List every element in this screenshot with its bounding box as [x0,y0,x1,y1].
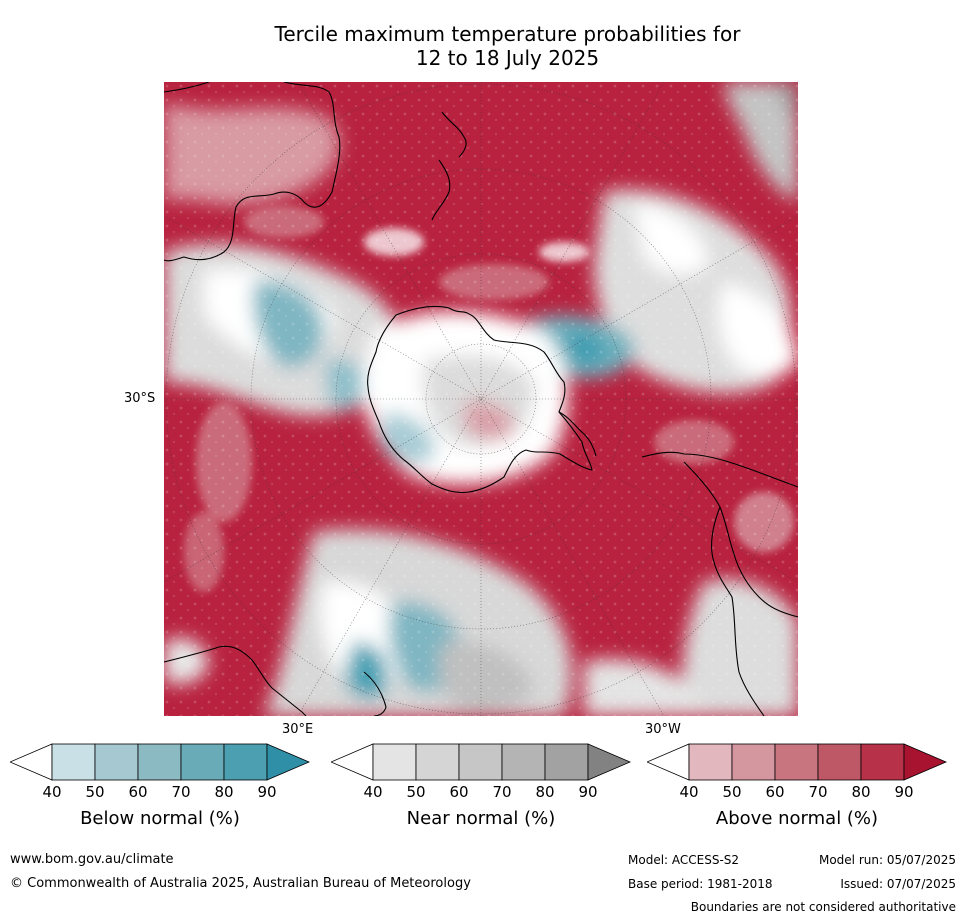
colorbar-tick-label: 40 [42,783,62,801]
new-zealand [431,111,467,221]
colorbar-segment [137,743,182,781]
colorbar-tick-label: 40 [679,783,699,801]
colorbar-min-arrow [8,743,53,781]
colorbar-segment [544,743,589,781]
colorbar-above-normal-svg [645,743,948,781]
colorbar-segment [51,743,96,781]
lon-30e-label: 30°E [282,722,314,737]
colorbar-segment [223,743,268,781]
above-normal-label: Above normal (%) [715,808,879,829]
antarctica-coast [367,305,593,494]
colorbar-tick-label: 80 [851,783,871,801]
colorbar-tick-label: 90 [894,783,914,801]
title-line-1: Tercile maximum temperature probabilitie… [274,22,741,46]
colorbar-segment [688,743,733,781]
colorbar-tick-label: 70 [492,783,512,801]
title-line-2: 12 to 18 July 2025 [415,46,600,70]
colorbar-segment [372,743,417,781]
graticule [164,82,798,716]
colorbar-tick-label: 60 [449,783,469,801]
colorbar-segment [94,743,139,781]
colorbar-max-arrow [266,743,311,781]
colorbar-above-normal [645,743,948,781]
colorbar-near-normal-svg [329,743,632,781]
colorbar-below-normal-svg [8,743,311,781]
australia-coast [164,82,341,262]
colorbar-tick-label: 80 [535,783,555,801]
colorbar-segment [817,743,862,781]
map-svg [164,82,798,716]
colorbar-segment [860,743,905,781]
lat-30s-label: 30°S [124,391,156,406]
colorbar-tick-label: 90 [578,783,598,801]
colorbar-tick-label: 70 [171,783,191,801]
colorbar-max-arrow [903,743,948,781]
colorbar-tick-label: 50 [85,783,105,801]
colorbar-tick-label: 50 [406,783,426,801]
colorbar-segment [731,743,776,781]
coastlines [164,82,798,716]
colorbar-tick-label: 50 [722,783,742,801]
below-normal-label: Below normal (%) [80,808,240,829]
copyright-notice: © Commonwealth of Australia 2025, Austra… [10,876,471,891]
colorbar-near-normal [329,743,632,781]
probability-map [164,82,798,716]
bom-website: www.bom.gov.au/climate [10,852,174,867]
colorbar-segment [774,743,819,781]
south-america-coast [641,451,798,716]
colorbar-segment [415,743,460,781]
colorbar-segment [458,743,503,781]
model-name: Model: ACCESS-S2 [628,853,740,867]
colorbar-max-arrow [587,743,632,781]
africa-coast [164,645,307,716]
base-period: Base period: 1981-2018 [628,877,773,891]
colorbar-tick-label: 40 [363,783,383,801]
colorbar-below-normal [8,743,311,781]
madagascar [363,671,387,716]
colorbar-min-arrow [645,743,690,781]
colorbar-tick-label: 70 [808,783,828,801]
colorbar-tick-label: 80 [214,783,234,801]
near-normal-label: Near normal (%) [406,808,556,829]
colorbar-tick-label: 90 [257,783,277,801]
colorbar-segment [180,743,225,781]
colorbar-tick-label: 60 [128,783,148,801]
colorbar-tick-label: 60 [765,783,785,801]
colorbar-segment [501,743,546,781]
antarctic-peninsula [558,411,597,457]
model-run-date: Model run: 05/07/2025 [818,853,956,867]
boundaries-disclaimer: Boundaries are not considered authoritat… [690,900,956,914]
issued-date: Issued: 07/07/2025 [840,877,956,891]
colorbar-min-arrow [329,743,374,781]
lon-30w-label: 30°W [645,722,681,737]
map-title: Tercile maximum temperature probabilitie… [0,22,965,70]
